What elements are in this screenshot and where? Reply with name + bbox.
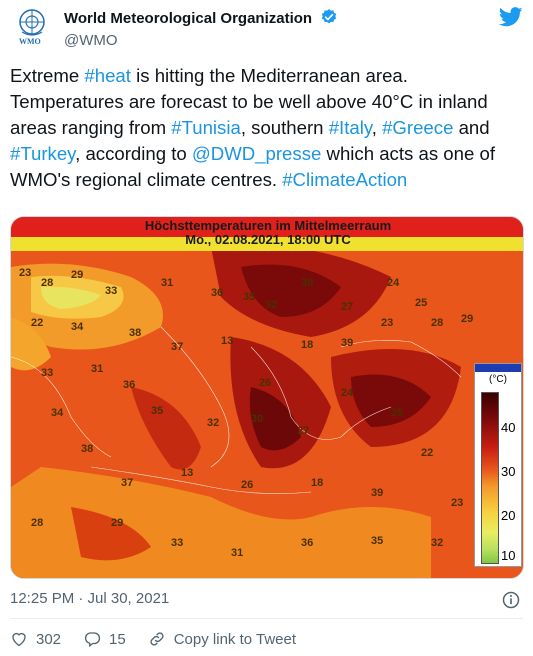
map-title: Höchsttemperaturen im Mittelmeerraum Mo.… — [11, 218, 523, 247]
map-temperature-label: 34 — [51, 407, 64, 419]
hashtag-link[interactable]: #Turkey — [10, 143, 76, 164]
avatar[interactable]: WMO — [10, 6, 54, 50]
tweet-text-segment: is hitting the Mediterranean area. Tempe… — [10, 65, 488, 138]
map-temperature-label: 37 — [171, 341, 184, 353]
heat-map-graphic — [11, 217, 523, 578]
verified-badge-icon — [321, 9, 336, 24]
legend-color-scale — [481, 392, 499, 564]
map-temperature-label: 18 — [311, 477, 324, 489]
map-temperature-label: 35 — [243, 291, 256, 303]
temperature-legend: (°C) 40 30 20 10 — [474, 363, 522, 567]
map-temperature-label: 22 — [31, 317, 44, 329]
tweet-header: WMO World Meteorological Organization @W… — [10, 6, 525, 50]
map-temperature-label: 18 — [301, 339, 314, 351]
map-temperature-label: 32 — [431, 537, 444, 549]
map-temperature-label: 36 — [211, 287, 224, 299]
map-temperature-label: 38 — [81, 443, 94, 455]
hashtag-link[interactable]: #Italy — [328, 117, 372, 138]
display-name[interactable]: World Meteorological Organization — [64, 10, 313, 27]
legend-tick-label: 10 — [501, 548, 516, 563]
info-icon[interactable] — [501, 590, 521, 610]
wmo-logo-icon — [19, 9, 45, 36]
tweet-text-segment: Extreme — [10, 65, 85, 86]
map-temperature-label: 28 — [41, 277, 54, 289]
timestamp[interactable]: 12:25 PM · Jul 30, 2021 — [10, 590, 170, 607]
heat-map-image[interactable]: Höchsttemperaturen im Mittelmeerraum Mo.… — [10, 216, 524, 579]
reply-button[interactable]: 15 — [83, 630, 126, 648]
map-temperature-label: 25 — [391, 407, 404, 419]
tweet-text-segment: , according to — [75, 143, 192, 164]
tweet-text-segment: which acts as one of WMO's regional clim… — [10, 143, 495, 190]
map-temperature-label: 31 — [161, 277, 174, 289]
like-count: 302 — [36, 630, 62, 648]
tweet-text-segment: , southern — [240, 117, 329, 138]
hashtag-link[interactable]: #Greece — [382, 117, 454, 138]
hashtag-link[interactable]: #heat — [84, 65, 131, 86]
map-temperature-label: 38 — [129, 327, 142, 339]
map-temperature-label: 33 — [41, 367, 54, 379]
legend-unit: (°C) — [489, 374, 507, 385]
map-temperature-label: 31 — [231, 547, 244, 559]
map-temperature-label: 23 — [19, 267, 32, 279]
map-temperature-label: 23 — [451, 497, 464, 509]
map-temperature-label: 29 — [71, 269, 84, 281]
map-temperature-label: 30 — [301, 277, 314, 289]
map-temperature-label: 23 — [381, 317, 394, 329]
map-temperature-label: 13 — [221, 335, 234, 347]
copy-link-button[interactable]: Copy link to Tweet — [148, 630, 296, 648]
tweet-text: Extreme #heat is hitting the Mediterrane… — [10, 63, 523, 193]
map-temperature-label: 29 — [111, 517, 124, 529]
map-temperature-label: 28 — [31, 517, 44, 529]
legend-tick-label: 30 — [501, 464, 516, 479]
map-temperature-label: 32 — [207, 417, 220, 429]
map-temperature-label: 31 — [91, 363, 104, 375]
tweet-actions: 302 15 Copy link to Tweet — [10, 628, 318, 650]
map-temperature-label: 27 — [341, 301, 354, 313]
map-temperature-label: 28 — [431, 317, 444, 329]
map-temperature-label: 30 — [251, 413, 264, 425]
map-temperature-label: 32 — [265, 299, 278, 311]
legend-tick-label: 20 — [501, 508, 516, 523]
map-temperature-label: 24 — [341, 387, 354, 399]
handle[interactable]: @WMO — [64, 32, 118, 49]
map-temperature-label: 24 — [387, 277, 400, 289]
map-temperature-label: 35 — [151, 405, 164, 417]
map-temperature-label: 33 — [105, 285, 118, 297]
copy-link-label: Copy link to Tweet — [173, 630, 297, 648]
reply-count: 15 — [109, 630, 126, 648]
map-temperature-label: 37 — [121, 477, 134, 489]
map-title-line1: Höchsttemperaturen im Mittelmeerraum — [144, 218, 392, 233]
like-button[interactable]: 302 — [10, 630, 61, 648]
map-temperature-label: 39 — [341, 337, 354, 349]
legend-tick-label: 40 — [501, 420, 516, 435]
avatar-label: WMO — [19, 37, 41, 46]
map-temperature-label: 26 — [241, 479, 254, 491]
map-temperature-label: 36 — [123, 379, 136, 391]
legend-header-bar — [475, 364, 521, 372]
map-temperature-label: 22 — [421, 447, 434, 459]
map-temperature-label: 25 — [415, 297, 428, 309]
map-temperature-label: 26 — [259, 377, 272, 389]
reply-icon — [84, 632, 101, 648]
account-names: World Meteorological Organization @WMO — [64, 8, 338, 49]
map-temperature-label: 27 — [297, 425, 310, 437]
map-temperature-label: 39 — [371, 487, 384, 499]
map-temperature-label: 36 — [301, 537, 314, 549]
map-title-line2: Mo., 02.08.2021, 18:00 UTC — [185, 232, 351, 247]
tweet-text-segment: and — [453, 117, 490, 138]
map-temperature-label: 29 — [461, 313, 474, 325]
hashtag-link[interactable]: @DWD_presse — [191, 143, 322, 164]
divider — [10, 618, 523, 619]
twitter-bird-icon[interactable] — [499, 6, 523, 28]
hashtag-link[interactable]: #ClimateAction — [282, 169, 408, 190]
heart-icon — [12, 632, 26, 647]
map-temperature-label: 33 — [171, 537, 184, 549]
hashtag-link[interactable]: #Tunisia — [171, 117, 241, 138]
map-temperature-label: 34 — [71, 321, 84, 333]
link-icon — [150, 632, 164, 646]
tweet-text-segment: , — [371, 117, 383, 138]
map-temperature-label: 13 — [181, 467, 194, 479]
map-temperature-label: 35 — [371, 535, 384, 547]
